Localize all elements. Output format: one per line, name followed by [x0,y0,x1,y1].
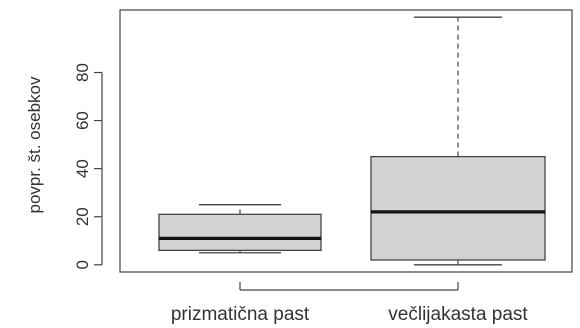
y-axis-label: povpr. št. osebkov [25,76,44,214]
box-iqr [370,155,546,261]
box-group [158,204,322,254]
y-tick-label: 0 [73,260,92,269]
plot-frame [119,9,573,273]
y-tick-label: 20 [73,207,92,226]
x-category-label: prizmatična past [171,304,310,325]
box-iqr [158,213,322,252]
y-axis: 0 20 40 60 80 [73,63,103,270]
y-tick-label: 40 [73,159,92,178]
y-tick-label: 80 [73,63,92,82]
x-axis: prizmatična past večlijakasta past [171,282,528,325]
box-group [370,16,546,266]
y-tick-label: 60 [73,111,92,130]
x-category-label: večlijakasta past [388,304,528,325]
boxes-layer [158,16,546,266]
